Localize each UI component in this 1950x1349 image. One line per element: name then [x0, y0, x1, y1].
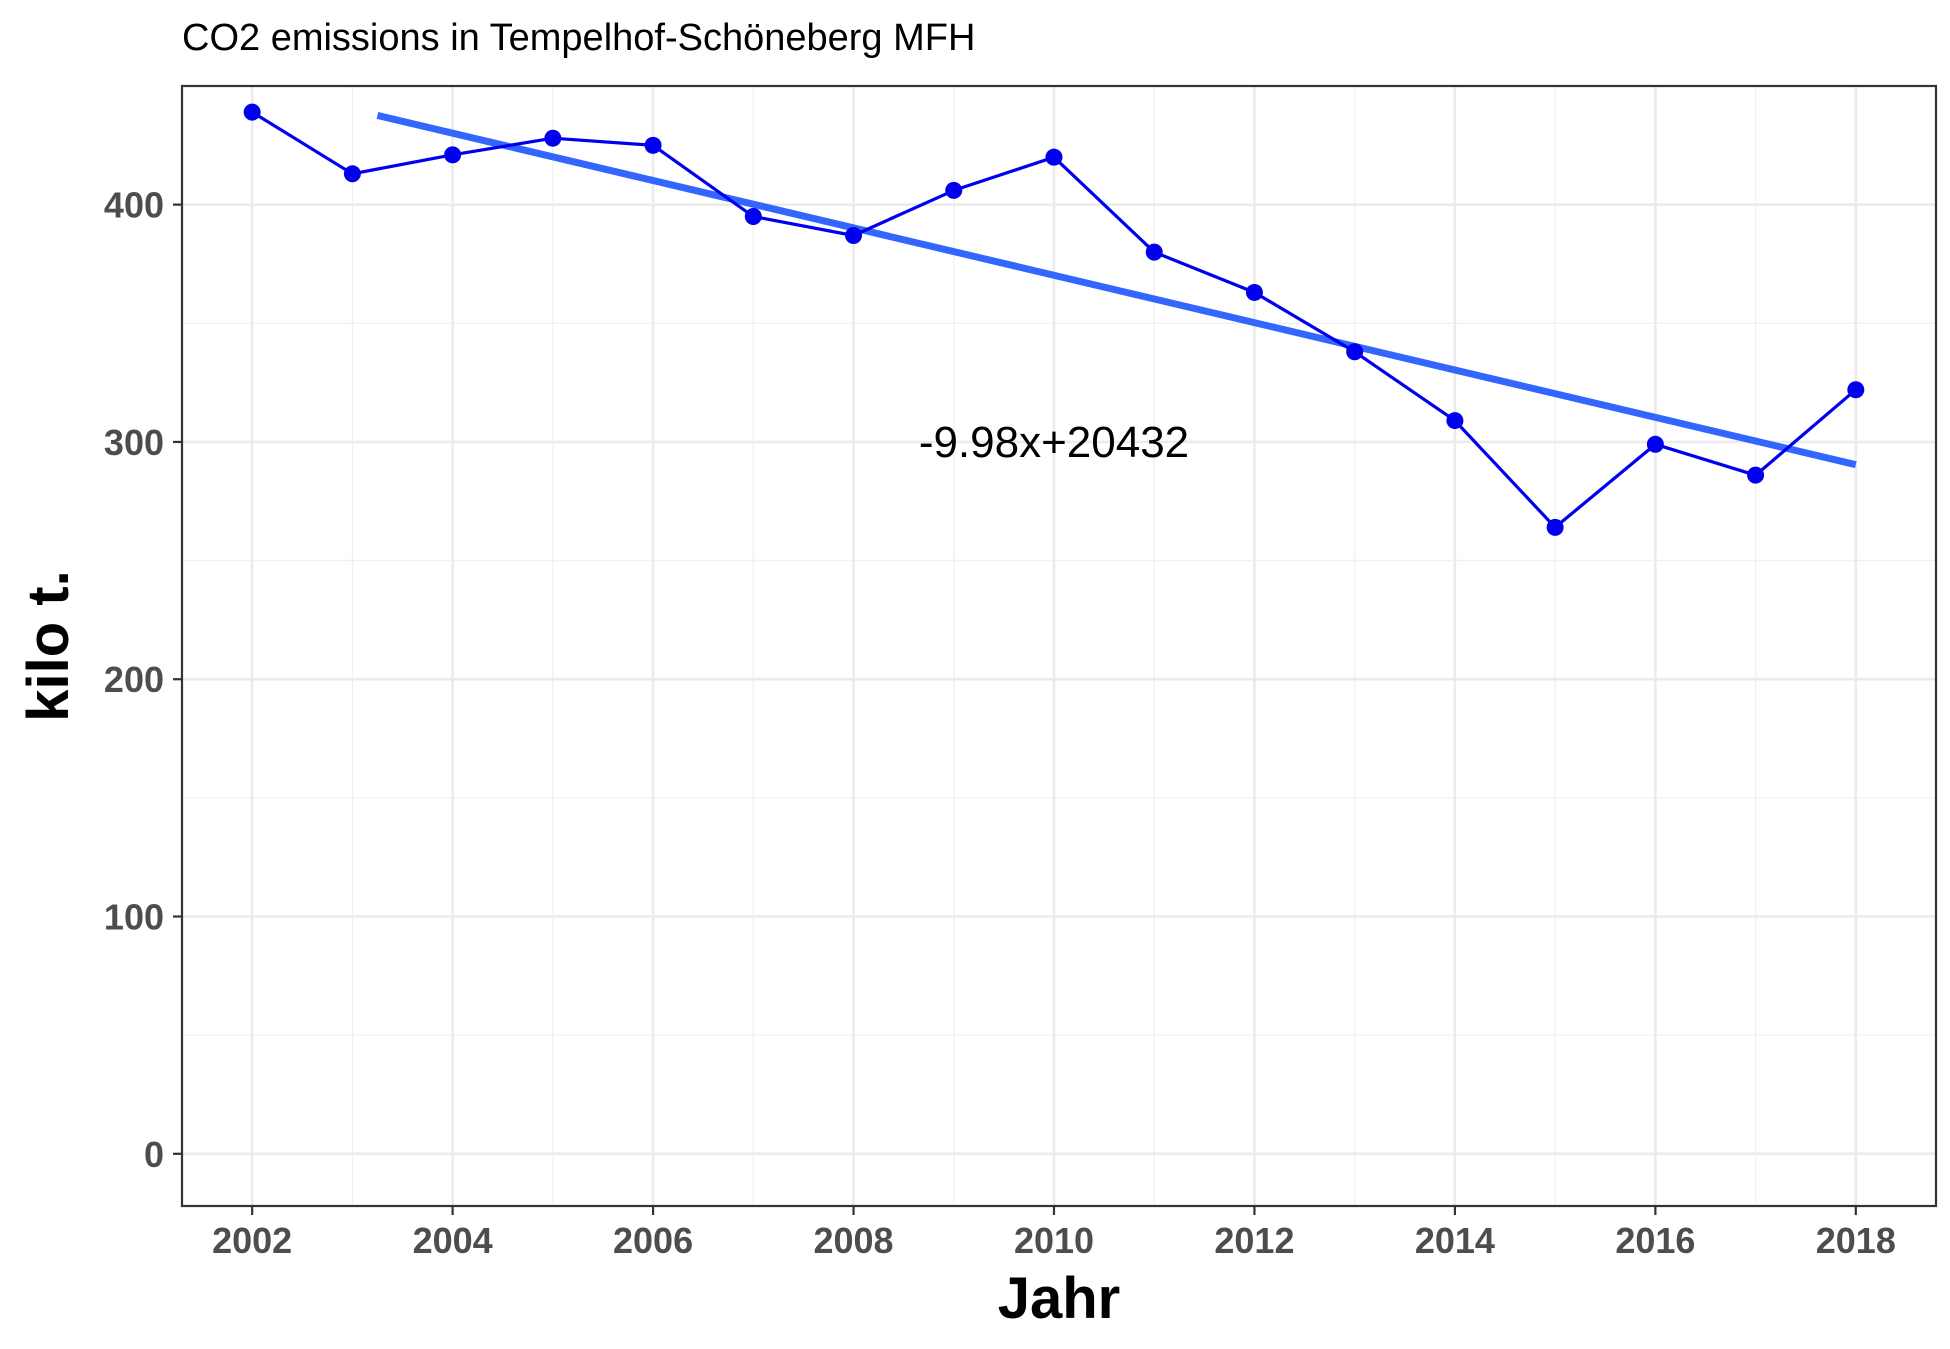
chart-title: CO2 emissions in Tempelhof-Schöneberg MF… — [182, 17, 975, 59]
y-tick-label: 400 — [104, 185, 164, 226]
x-tick-label: 2012 — [1214, 1220, 1294, 1261]
y-axis-title: kilo t. — [16, 570, 81, 721]
y-tick-label: 300 — [104, 422, 164, 463]
y-tick-label: 200 — [104, 659, 164, 700]
plot-border — [180, 84, 1938, 1208]
regression-annotation: -9.98x+20432 — [919, 418, 1189, 467]
data-point — [744, 208, 762, 226]
trendline-group — [376, 112, 1857, 469]
data-point — [1145, 243, 1163, 261]
x-tick-label: 2006 — [613, 1220, 693, 1261]
data-point — [644, 136, 662, 154]
x-tick-label: 2004 — [413, 1220, 493, 1261]
x-tick-label: 2008 — [813, 1220, 893, 1261]
data-point — [1546, 518, 1564, 536]
axes: 2002 2004 2006 2008 2010 2012 2014 2016 2018 0 100… — [104, 185, 1896, 1261]
data-point — [1346, 343, 1364, 361]
data-point — [1446, 412, 1464, 430]
x-axis-title: Jahr — [998, 1266, 1121, 1331]
data-point — [1045, 148, 1063, 166]
x-tick-label: 2014 — [1415, 1220, 1495, 1261]
data-point — [343, 165, 361, 183]
y-tick-label: 100 — [104, 897, 164, 938]
plot-background — [182, 86, 1936, 1206]
data-point — [1245, 283, 1263, 301]
trend-line — [376, 112, 1857, 469]
x-tick-label: 2018 — [1816, 1220, 1896, 1261]
data-point — [1747, 466, 1765, 484]
data-point — [845, 226, 863, 244]
y-tick-label: 0 — [144, 1134, 164, 1175]
x-tick-label: 2016 — [1615, 1220, 1695, 1261]
grid — [182, 86, 1936, 1206]
data-point — [1646, 435, 1664, 453]
data-point — [444, 146, 462, 164]
data-point — [1847, 381, 1865, 399]
data-point — [243, 103, 261, 121]
x-tick-label: 2010 — [1014, 1220, 1094, 1261]
data-point — [544, 129, 562, 147]
x-tick-label: 2002 — [212, 1220, 292, 1261]
data-point — [945, 181, 963, 199]
series-group — [243, 103, 1865, 536]
